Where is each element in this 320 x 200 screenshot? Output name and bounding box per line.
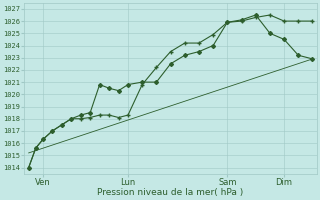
X-axis label: Pression niveau de la mer( hPa ): Pression niveau de la mer( hPa ) [98,188,244,197]
